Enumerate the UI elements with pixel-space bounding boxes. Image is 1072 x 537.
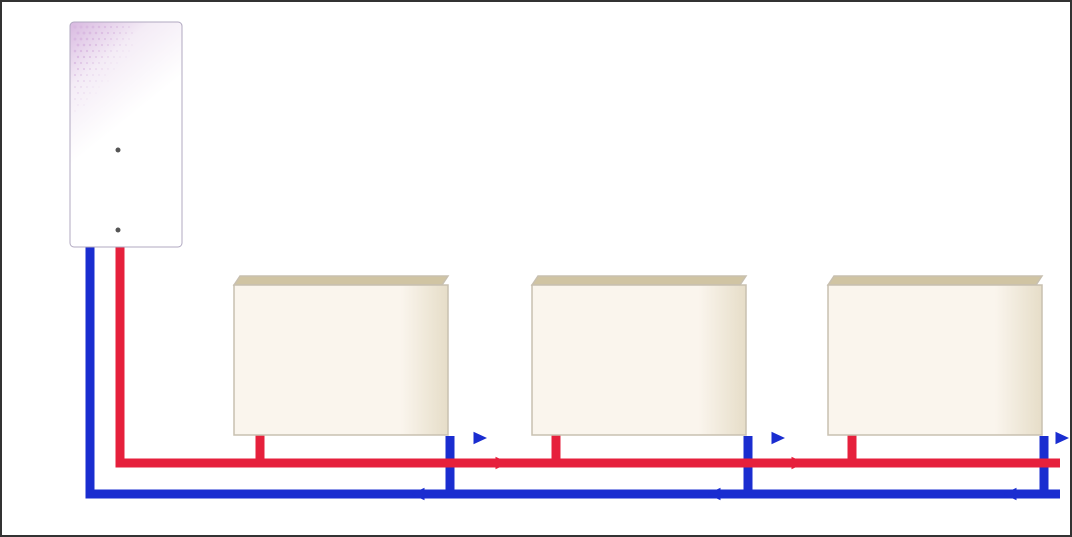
flow-arrow [1056,432,1070,445]
rad-3 [828,276,1042,435]
flow-arrow [474,432,488,445]
flow-arrow [772,432,786,445]
boiler [70,22,182,247]
rad-1 [234,276,448,435]
heating-system-diagram [0,0,1072,537]
rad-2 [532,276,746,435]
